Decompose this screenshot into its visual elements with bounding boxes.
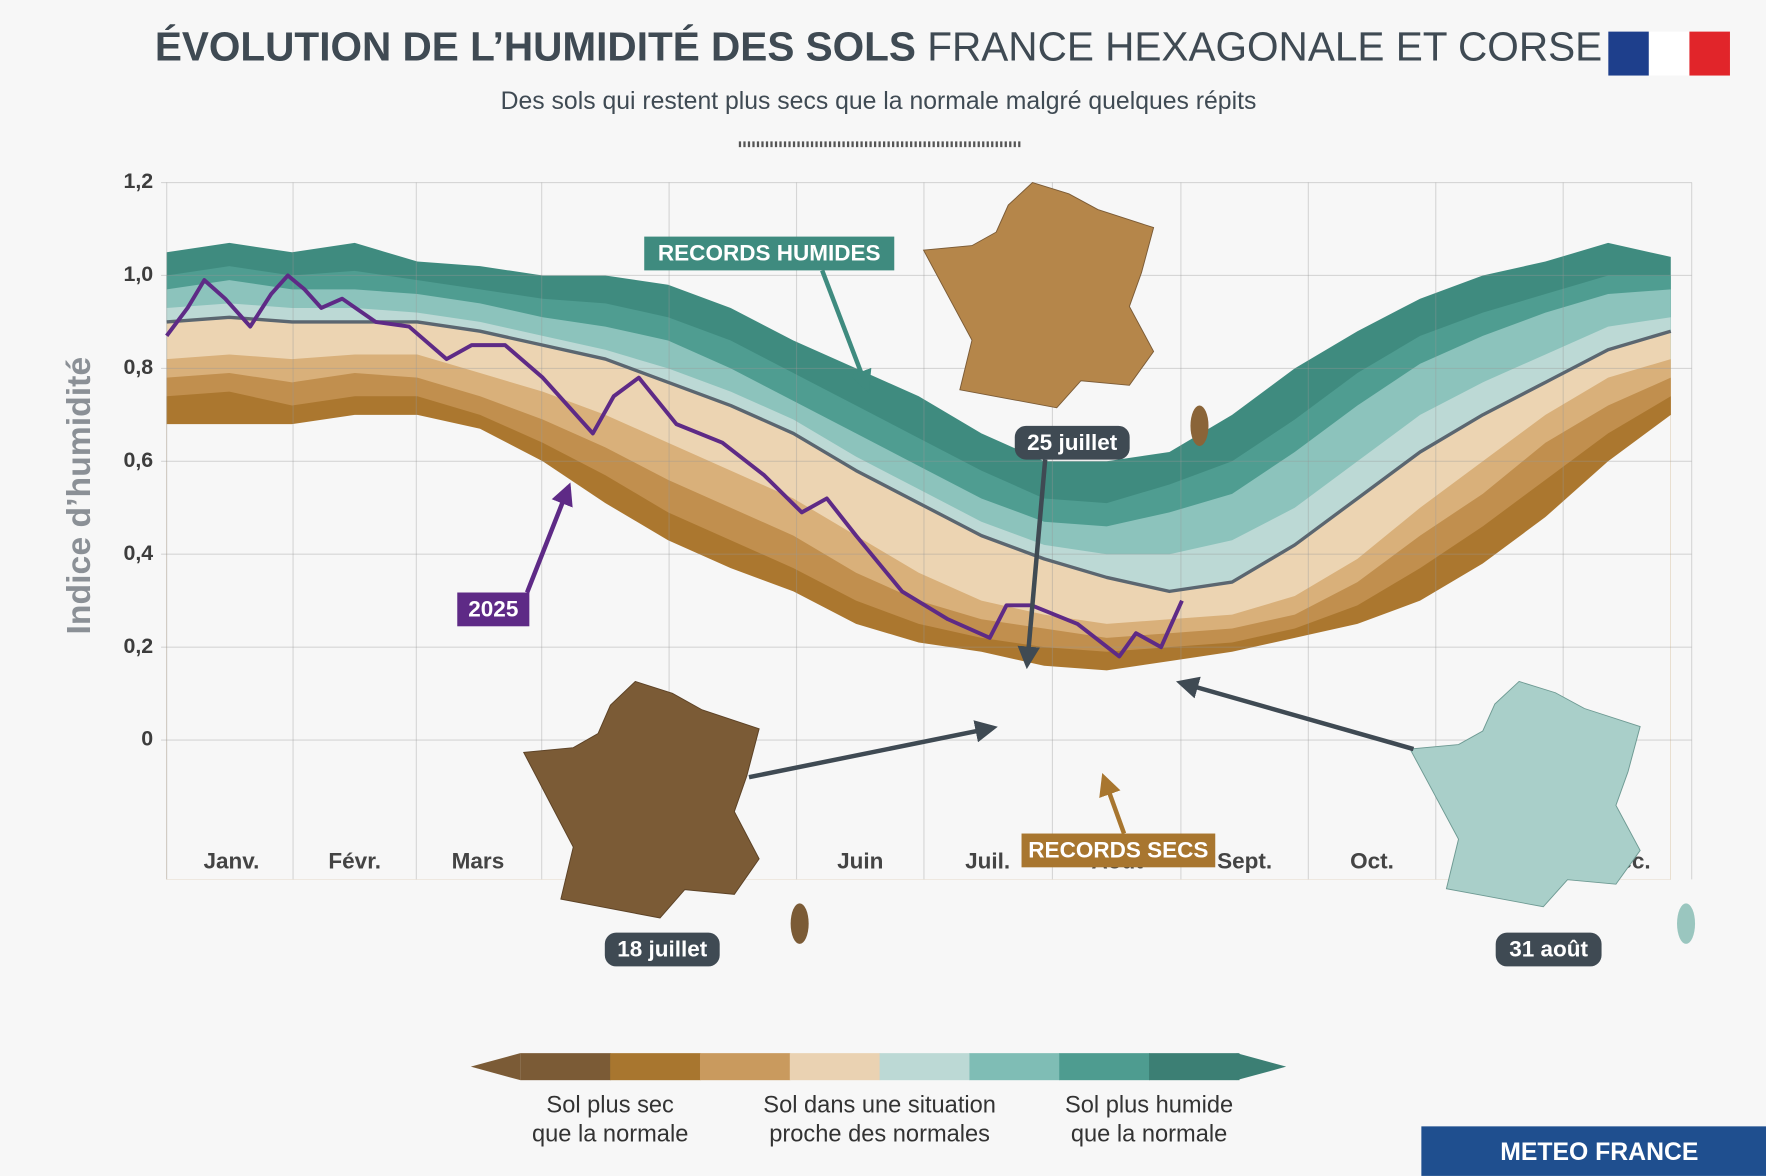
arrow [748, 720, 998, 780]
flag [1608, 31, 1730, 76]
legend-label: proche des normales [769, 1122, 990, 1148]
annotation: 2025 [468, 596, 518, 621]
y-tick-label: 0,8 [123, 355, 153, 379]
arrow [525, 482, 573, 594]
annotation: RECORDS HUMIDES [658, 241, 881, 266]
legend-label: Sol dans une situation [763, 1092, 996, 1118]
annotation: RECORDS SECS [1028, 838, 1208, 863]
normal-line [166, 315, 1672, 594]
chart-title: ÉVOLUTION DE L’HUMIDITÉ DES SOLS FRANCE H… [155, 23, 1602, 69]
legend-label: que la normale [1071, 1122, 1227, 1148]
x-tick-label: Mars [452, 848, 505, 873]
legend-swatch [520, 1053, 611, 1081]
x-tick-label: Févr. [328, 848, 381, 873]
label-box [1014, 425, 1130, 460]
y-tick-label: 0 [141, 727, 153, 751]
label-box [457, 592, 530, 627]
x-tick-label: Janv. [203, 848, 259, 873]
legend: Sol plus sec que la normale Sol dans une s… [470, 1053, 1287, 1148]
legend-label: Sol plus sec [546, 1092, 674, 1118]
legend-swatch [1059, 1053, 1150, 1081]
subtitle: Des sols qui restent plus secs que la no… [501, 88, 1257, 115]
map-25-juillet [922, 181, 1155, 410]
series-line [165, 273, 1184, 659]
arrow [820, 269, 872, 393]
annotation: 31 août [1509, 937, 1588, 962]
footer-box [1421, 1126, 1766, 1176]
legend-arrow [1236, 1053, 1287, 1081]
legend-swatch [969, 1053, 1060, 1081]
legend-swatch [699, 1053, 791, 1081]
legend-label: que la normale [532, 1122, 688, 1148]
plot: 00,20,40,60,81,01,2Janv.Févr.MarsAvrilMa… [123, 169, 1693, 880]
legend-swatch [789, 1053, 881, 1081]
arrow [1017, 459, 1048, 670]
title-suffix: FRANCE HEXAGONALE ET CORSE [927, 23, 1602, 69]
y-tick-label: 0,6 [123, 448, 153, 472]
label-box [604, 932, 720, 967]
label-box [1021, 833, 1216, 868]
x-tick-label: Oct. [1350, 848, 1394, 873]
y-tick-label: 1,0 [123, 262, 153, 286]
y-axis-label: Indice d’humidité [60, 357, 98, 635]
x-tick-label: Sept. [1217, 848, 1272, 873]
legend-swatch [879, 1053, 971, 1081]
y-tick-label: 0,4 [123, 541, 153, 565]
corsica [790, 903, 809, 944]
footer: METEO FRANCE [1500, 1139, 1698, 1166]
y-tick-label: 1,2 [123, 169, 153, 193]
legend-label: Sol plus humide [1065, 1092, 1233, 1118]
overlays: RECORDS HUMIDES RECORDS SECS 2025 18 jui… [457, 181, 1696, 967]
legend-swatch [1149, 1053, 1240, 1081]
arrow [1176, 676, 1415, 752]
x-tick-label: Juin [837, 848, 883, 873]
annotation: 25 juillet [1027, 430, 1118, 455]
x-tick-label: Juil. [965, 848, 1010, 873]
corsica [1190, 405, 1209, 447]
legend-arrow [470, 1053, 521, 1081]
annotation: 18 juillet [617, 937, 708, 962]
label-box [1495, 932, 1602, 967]
label-box [644, 236, 895, 271]
arrow [1099, 772, 1127, 835]
y-tick-label: 0,2 [123, 634, 153, 658]
corsica [1677, 903, 1696, 944]
title-main: ÉVOLUTION DE L’HUMIDITÉ DES SOLS [155, 23, 916, 69]
legend-swatch [610, 1053, 701, 1081]
